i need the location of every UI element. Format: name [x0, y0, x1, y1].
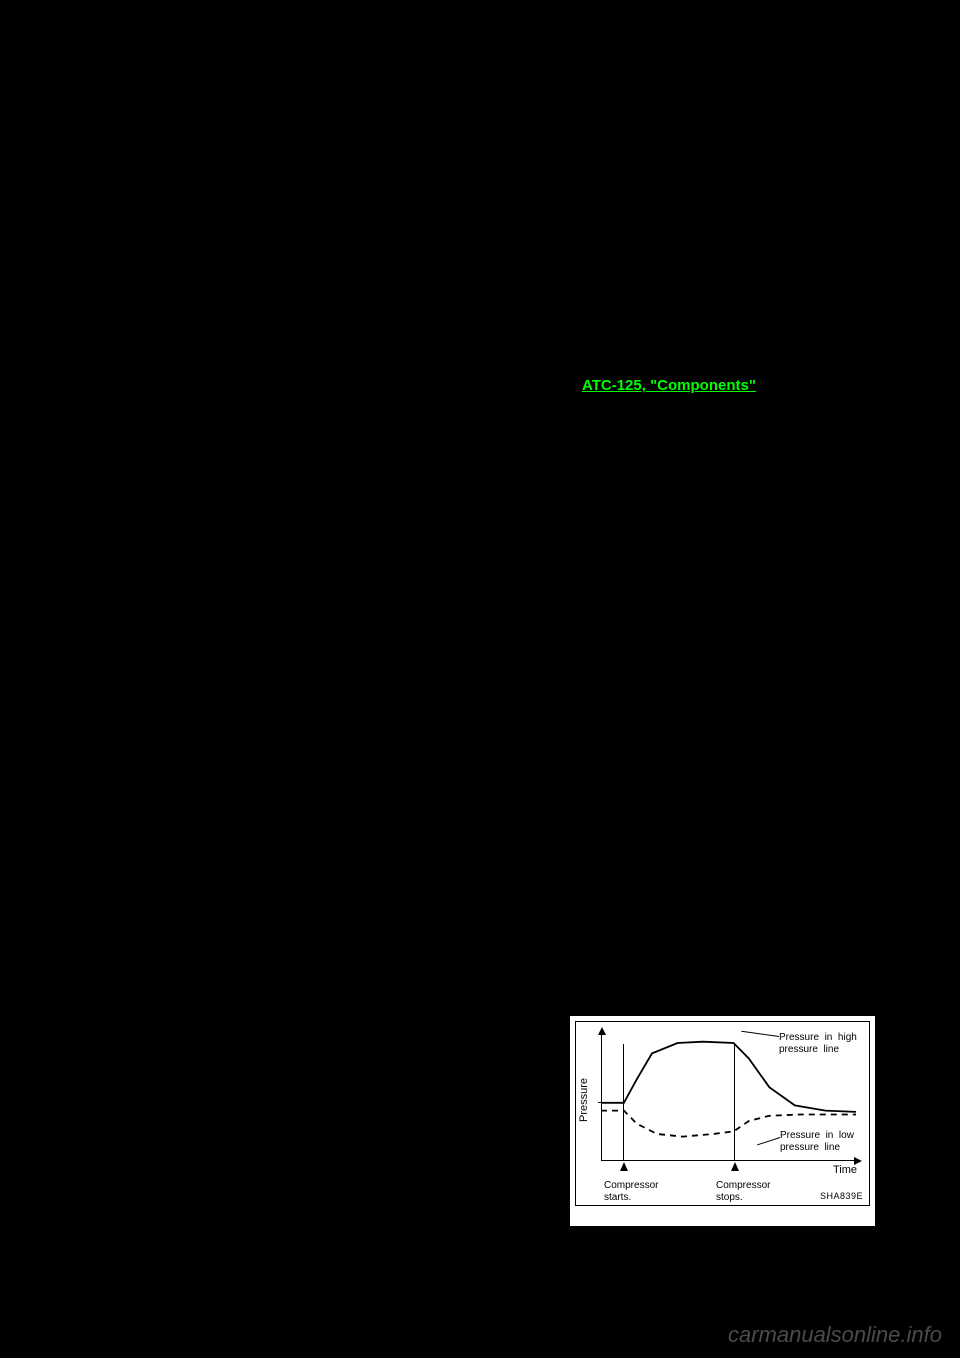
compressor-starts-label: Compressorstarts.	[604, 1180, 658, 1203]
pressure-time-chart: Pressure Time Pressure in highpressure l…	[570, 1016, 875, 1226]
label-line1: Pressure in lowpressure line	[780, 1130, 854, 1153]
watermark: carmanualsonline.info	[728, 1322, 942, 1348]
figure-id: SHA839E	[820, 1191, 863, 1201]
link-text: ATC-125, "Components"	[582, 377, 756, 394]
page: ATC-125, "Components" Pressure Time Pre	[0, 0, 960, 1358]
x-axis-label: Time	[833, 1164, 857, 1176]
y-axis-label: Pressure	[578, 1078, 590, 1122]
low-pressure-label: Pressure in lowpressure line	[780, 1130, 854, 1153]
chart-frame: Pressure Time Pressure in highpressure l…	[575, 1021, 870, 1206]
compressor-stops-label: Compressorstops.	[716, 1180, 770, 1203]
label-line1: Pressure in highpressure line	[779, 1032, 857, 1055]
high-pressure-label: Pressure in highpressure line	[779, 1032, 857, 1055]
cross-ref-link[interactable]: ATC-125, "Components"	[582, 377, 756, 395]
